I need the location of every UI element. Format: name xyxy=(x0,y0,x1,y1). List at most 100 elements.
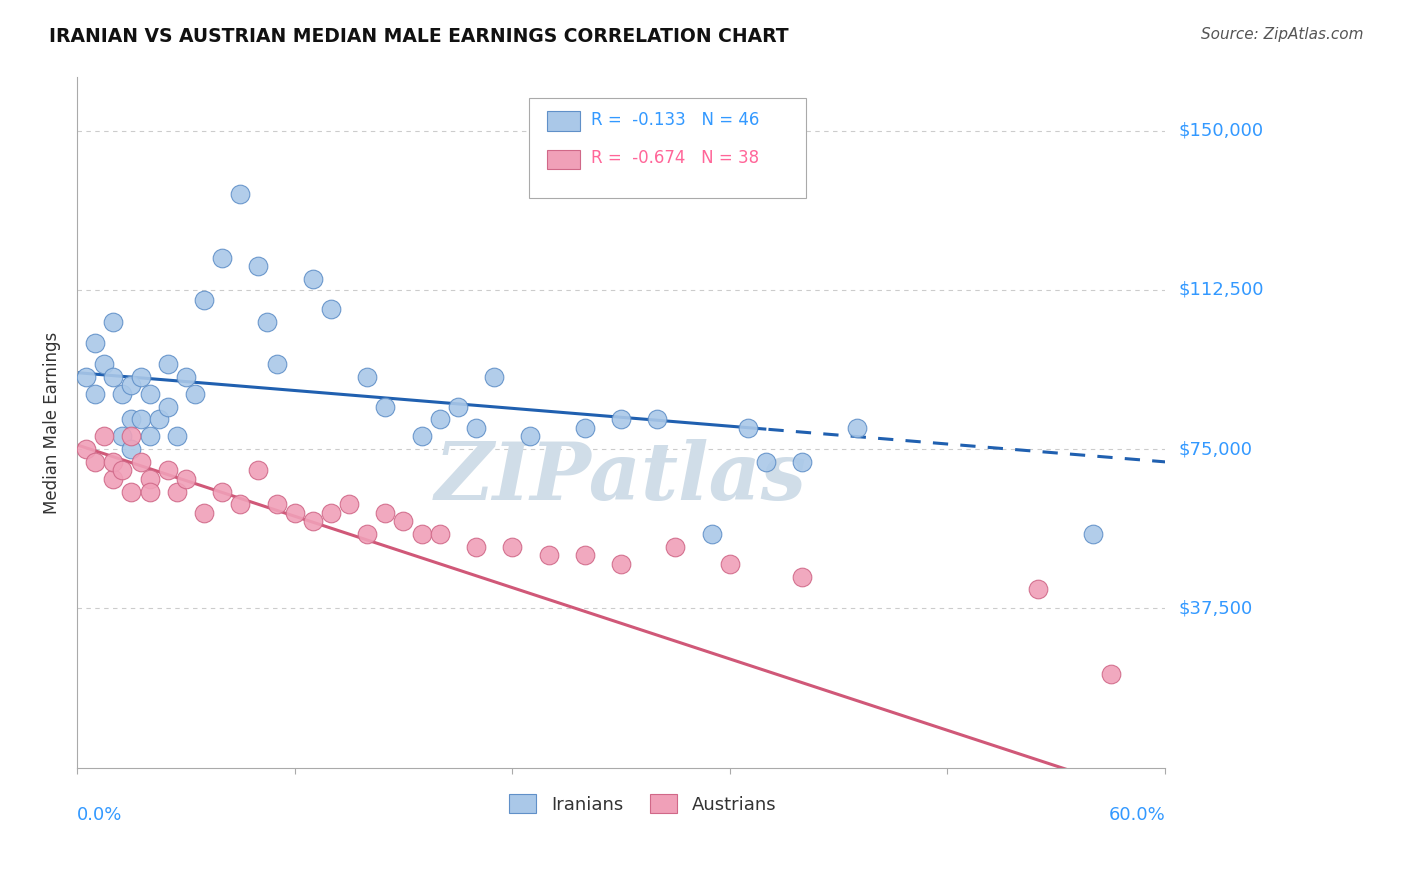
Point xyxy=(84,455,107,469)
Text: Source: ZipAtlas.com: Source: ZipAtlas.com xyxy=(1201,27,1364,42)
Point xyxy=(103,315,125,329)
Point xyxy=(103,370,125,384)
Point xyxy=(229,497,252,511)
Point xyxy=(519,429,541,443)
Point xyxy=(148,412,170,426)
Point xyxy=(337,497,360,511)
Point xyxy=(356,370,378,384)
Point xyxy=(301,514,323,528)
Point xyxy=(1081,527,1104,541)
Legend: Iranians, Austrians: Iranians, Austrians xyxy=(502,787,783,821)
Point xyxy=(792,455,814,469)
Point xyxy=(75,442,97,456)
Point xyxy=(1099,667,1122,681)
Point xyxy=(610,557,633,571)
Point xyxy=(574,421,596,435)
Point xyxy=(75,370,97,384)
Text: R =  -0.133   N = 46: R = -0.133 N = 46 xyxy=(591,111,759,128)
Point xyxy=(111,463,134,477)
Point xyxy=(664,540,686,554)
Point xyxy=(537,549,560,563)
Point xyxy=(193,506,215,520)
Point xyxy=(755,455,778,469)
Point xyxy=(1026,582,1049,597)
FancyBboxPatch shape xyxy=(529,98,806,198)
Point xyxy=(84,387,107,401)
Text: IRANIAN VS AUSTRIAN MEDIAN MALE EARNINGS CORRELATION CHART: IRANIAN VS AUSTRIAN MEDIAN MALE EARNINGS… xyxy=(49,27,789,45)
Point xyxy=(465,540,488,554)
Point xyxy=(247,260,270,274)
Point xyxy=(429,527,451,541)
Point xyxy=(156,463,179,477)
Point xyxy=(700,527,723,541)
Point xyxy=(647,412,669,426)
Point xyxy=(501,540,523,554)
Point xyxy=(193,293,215,308)
FancyBboxPatch shape xyxy=(547,150,579,169)
FancyBboxPatch shape xyxy=(547,112,579,130)
Point xyxy=(229,187,252,202)
Text: $112,500: $112,500 xyxy=(1180,281,1264,299)
Point xyxy=(247,463,270,477)
Point xyxy=(184,387,207,401)
Point xyxy=(121,412,143,426)
Point xyxy=(465,421,488,435)
Point xyxy=(737,421,759,435)
Point xyxy=(845,421,868,435)
Point xyxy=(319,301,342,316)
Point xyxy=(138,387,160,401)
Point xyxy=(256,315,278,329)
Point xyxy=(174,370,197,384)
Point xyxy=(610,412,633,426)
Point xyxy=(411,429,433,443)
Point xyxy=(374,400,396,414)
Point xyxy=(156,400,179,414)
Point xyxy=(138,429,160,443)
Point xyxy=(447,400,470,414)
Point xyxy=(129,412,152,426)
Point xyxy=(121,442,143,456)
Point xyxy=(111,387,134,401)
Point xyxy=(211,484,233,499)
Point xyxy=(166,484,188,499)
Point xyxy=(266,357,288,371)
Point xyxy=(792,569,814,583)
Point xyxy=(129,370,152,384)
Text: $75,000: $75,000 xyxy=(1180,440,1253,458)
Point xyxy=(111,429,134,443)
Point xyxy=(211,251,233,265)
Point xyxy=(166,429,188,443)
Point xyxy=(129,455,152,469)
Point xyxy=(93,357,115,371)
Point xyxy=(93,429,115,443)
Point xyxy=(266,497,288,511)
Y-axis label: Median Male Earnings: Median Male Earnings xyxy=(44,332,60,514)
Point xyxy=(319,506,342,520)
Text: $37,500: $37,500 xyxy=(1180,599,1253,617)
Point xyxy=(392,514,415,528)
Point xyxy=(429,412,451,426)
Text: 60.0%: 60.0% xyxy=(1108,805,1166,823)
Text: 0.0%: 0.0% xyxy=(77,805,122,823)
Point xyxy=(574,549,596,563)
Point xyxy=(121,484,143,499)
Point xyxy=(174,472,197,486)
Point xyxy=(84,335,107,350)
Text: R =  -0.674   N = 38: R = -0.674 N = 38 xyxy=(591,149,759,167)
Point xyxy=(121,378,143,392)
Point xyxy=(374,506,396,520)
Point xyxy=(356,527,378,541)
Point xyxy=(284,506,307,520)
Text: $150,000: $150,000 xyxy=(1180,121,1264,139)
Point xyxy=(482,370,505,384)
Point xyxy=(138,472,160,486)
Text: ZIPatlas: ZIPatlas xyxy=(434,439,807,516)
Point xyxy=(103,472,125,486)
Point xyxy=(121,429,143,443)
Point xyxy=(718,557,741,571)
Point xyxy=(138,484,160,499)
Point xyxy=(156,357,179,371)
Point xyxy=(411,527,433,541)
Point xyxy=(103,455,125,469)
Point xyxy=(301,272,323,286)
